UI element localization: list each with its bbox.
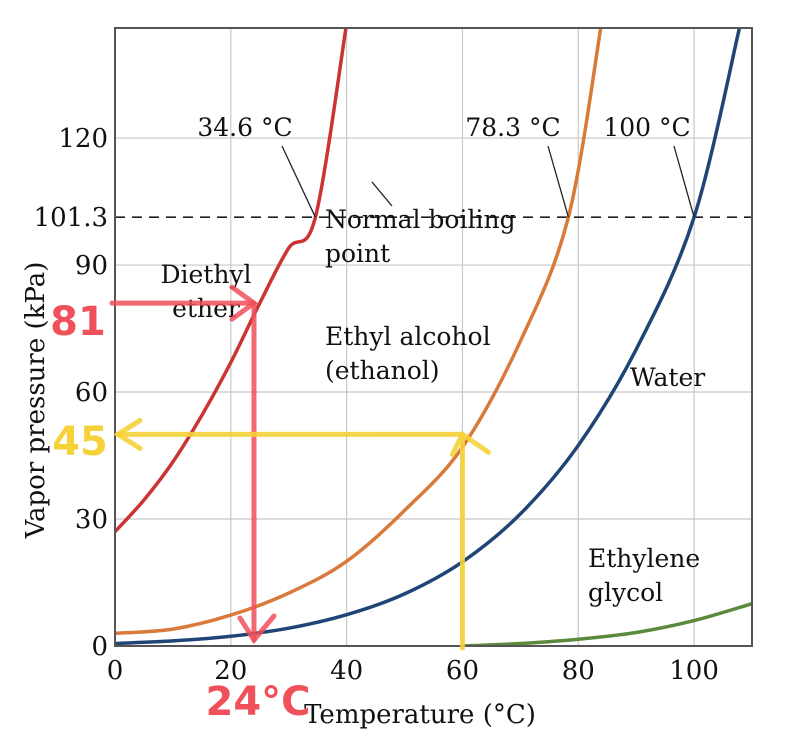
- series-line-ethylene-glycol: [460, 601, 752, 646]
- label-ethylene-glycol-line1: Ethylene: [588, 544, 700, 573]
- leader-line-water: [673, 145, 695, 218]
- handwritten-label-24c: 24°C: [205, 679, 310, 725]
- handwritten-annotations: [109, 284, 491, 651]
- leader-line-ethanol: [547, 145, 570, 218]
- series-line-ethanol: [115, 28, 603, 636]
- grid-lines: [115, 28, 752, 646]
- series-lines: [115, 28, 752, 646]
- label-diethyl-ether-line2: ether: [172, 294, 240, 323]
- x-tick-label: 100: [669, 656, 719, 686]
- leader-line-normal-boiling-point: [371, 181, 393, 207]
- y-tick-label: 101.3: [34, 203, 108, 233]
- x-tick-label: 60: [446, 656, 479, 686]
- label-diethyl-ether-line1: Diethyl: [160, 260, 251, 289]
- label-ethylene-glycol-line2: glycol: [588, 578, 663, 607]
- plot-frame: [114, 27, 753, 647]
- y-tick-label: 0: [91, 632, 108, 662]
- y-tick-label: 120: [58, 124, 108, 154]
- label-bp-diethyl-ether: 34.6 °C: [197, 113, 292, 142]
- label-normal-boiling-point-line2: point: [325, 239, 390, 268]
- y-tick-label: 90: [75, 251, 108, 281]
- x-tick-label: 20: [214, 656, 247, 686]
- label-normal-boiling-point-line1: Normal boiling: [325, 205, 516, 234]
- y-tick-label: 30: [75, 505, 108, 535]
- series-line-water: [115, 28, 742, 646]
- axis-ticks: 0 20 40 60 80 100 0 30 60 90 101.3 120: [34, 124, 719, 686]
- y-tick-label: 60: [75, 378, 108, 408]
- x-tick-label: 40: [330, 656, 363, 686]
- leader-line-diethyl-ether: [281, 145, 316, 218]
- label-water: Water: [630, 363, 705, 392]
- label-bp-ethanol: 78.3 °C: [465, 113, 560, 142]
- handwritten-label-81: 81: [50, 299, 106, 345]
- handwritten-label-45: 45: [52, 419, 108, 465]
- label-ethanol-line2: (ethanol): [325, 356, 440, 385]
- label-bp-water: 100 °C: [603, 113, 690, 142]
- x-tick-label: 0: [107, 656, 124, 686]
- y-axis-title: Vapor pressure (kPa): [21, 262, 51, 540]
- series-line-diethyl-ether: [115, 28, 348, 534]
- red-arrowhead-down: [237, 613, 277, 645]
- label-ethanol-line1: Ethyl alcohol: [325, 322, 491, 351]
- x-axis-title: Temperature (°C): [304, 700, 536, 730]
- boiling-point-leader-lines: [281, 145, 695, 218]
- x-tick-label: 80: [562, 656, 595, 686]
- yellow-arrowhead-left: [113, 417, 143, 451]
